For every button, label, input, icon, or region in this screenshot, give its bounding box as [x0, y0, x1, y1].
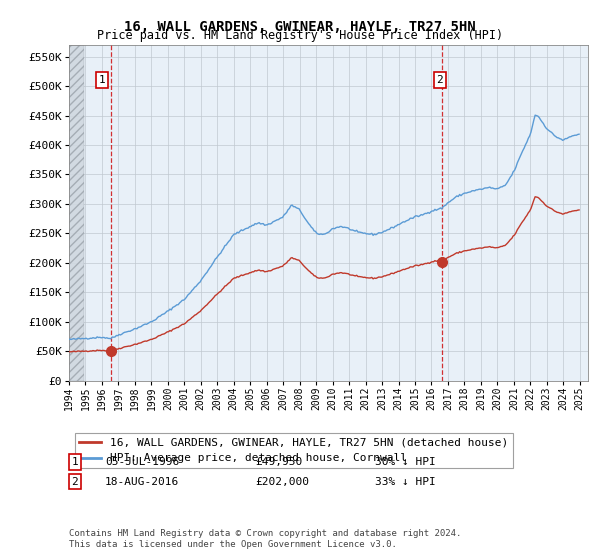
Text: 05-JUL-1996: 05-JUL-1996	[105, 457, 179, 467]
Text: 2: 2	[436, 75, 443, 85]
Text: Contains HM Land Registry data © Crown copyright and database right 2024.
This d: Contains HM Land Registry data © Crown c…	[69, 529, 461, 549]
Text: 1: 1	[98, 75, 106, 85]
Text: £202,000: £202,000	[255, 477, 309, 487]
Text: 33% ↓ HPI: 33% ↓ HPI	[375, 477, 436, 487]
Text: 18-AUG-2016: 18-AUG-2016	[105, 477, 179, 487]
Text: 1: 1	[71, 457, 79, 467]
Text: 16, WALL GARDENS, GWINEAR, HAYLE, TR27 5HN: 16, WALL GARDENS, GWINEAR, HAYLE, TR27 5…	[124, 20, 476, 34]
Text: 2: 2	[71, 477, 79, 487]
Legend: 16, WALL GARDENS, GWINEAR, HAYLE, TR27 5HN (detached house), HPI: Average price,: 16, WALL GARDENS, GWINEAR, HAYLE, TR27 5…	[74, 433, 513, 468]
Text: Price paid vs. HM Land Registry's House Price Index (HPI): Price paid vs. HM Land Registry's House …	[97, 29, 503, 42]
Text: 30% ↓ HPI: 30% ↓ HPI	[375, 457, 436, 467]
Bar	[69, 45, 84, 381]
Text: £49,950: £49,950	[255, 457, 302, 467]
